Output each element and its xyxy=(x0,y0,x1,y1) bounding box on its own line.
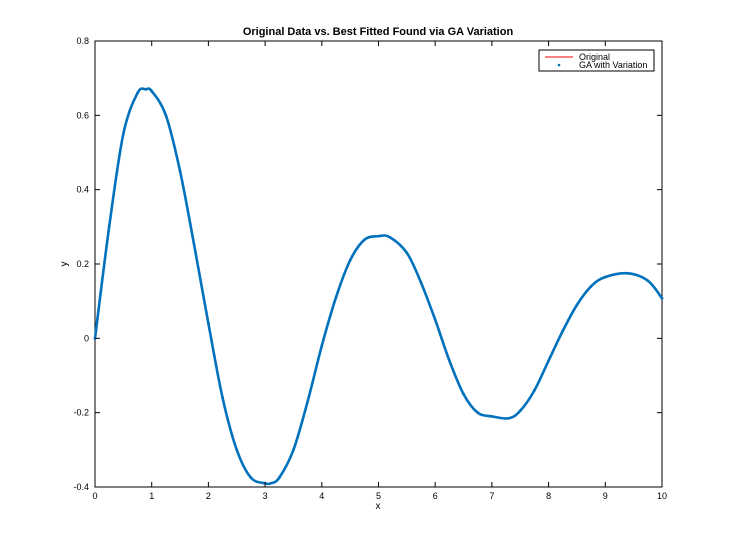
legend-swatch-ga xyxy=(557,63,561,67)
x-tick-label: 10 xyxy=(657,491,667,501)
chart-title: Original Data vs. Best Fitted Found via … xyxy=(243,26,514,38)
data-point xyxy=(660,296,664,300)
x-tick-label: 9 xyxy=(603,491,608,501)
data-point xyxy=(533,388,536,392)
x-tick-label: 5 xyxy=(376,491,381,501)
x-tick-label: 8 xyxy=(546,491,551,501)
series-layer xyxy=(93,87,664,486)
data-point xyxy=(646,279,650,283)
data-point xyxy=(334,296,338,299)
y-tick-label: -0.4 xyxy=(73,482,89,492)
y-tick-label: 0.6 xyxy=(76,110,89,120)
data-point xyxy=(121,132,125,136)
x-tick-label: 7 xyxy=(489,491,494,501)
data-point xyxy=(277,476,281,480)
y-tick-label: 0.2 xyxy=(76,259,89,269)
data-point xyxy=(207,322,210,325)
y-tick-label: -0.2 xyxy=(73,408,89,418)
data-point xyxy=(476,411,480,415)
data-point xyxy=(348,258,352,262)
legend-box xyxy=(538,49,655,72)
data-point xyxy=(447,359,451,363)
data-point xyxy=(547,359,550,363)
y-tick-label: 0.4 xyxy=(76,185,89,195)
axes-layer: 0 1 2 3 4 5 6 7 8 9 10 -0.4 -0.2 0 0.2 0.4 0.6 0.8 xyxy=(73,36,667,501)
x-tick-label: 0 xyxy=(92,491,97,501)
data-point xyxy=(589,284,593,288)
data-point xyxy=(107,225,111,229)
data-point xyxy=(419,281,423,284)
data-point xyxy=(575,303,579,307)
x-tick-label: 3 xyxy=(263,491,268,501)
plot-area xyxy=(94,40,663,488)
y-axis-label: y xyxy=(59,262,70,267)
data-point xyxy=(377,234,380,238)
x-tick-label: 1 xyxy=(149,491,154,501)
data-point xyxy=(221,396,224,400)
data-point xyxy=(136,91,139,95)
legend-label: GA with Variation xyxy=(579,60,647,70)
x-axis-label: x xyxy=(376,501,381,512)
y-tick-label: 0.8 xyxy=(76,36,89,46)
data-point xyxy=(561,329,565,333)
x-tick-label: 2 xyxy=(206,491,211,501)
data-point xyxy=(269,481,273,485)
data-point xyxy=(603,275,607,279)
data-point xyxy=(490,414,494,418)
plot-frame xyxy=(94,40,663,488)
data-point xyxy=(178,169,182,173)
legend-label: Original xyxy=(579,52,610,62)
x-tick-label: 6 xyxy=(433,491,438,501)
y-tick-label: 0 xyxy=(84,333,89,343)
data-point xyxy=(433,318,437,322)
data-point xyxy=(292,448,295,452)
data-point xyxy=(507,416,511,420)
data-point xyxy=(144,87,148,91)
data-point xyxy=(306,400,310,403)
data-point xyxy=(362,238,366,242)
data-point xyxy=(462,392,465,396)
data-point xyxy=(388,235,392,239)
data-point xyxy=(235,448,239,452)
data-point xyxy=(249,476,253,480)
data-point xyxy=(405,251,409,255)
data-point xyxy=(518,409,522,413)
x-tick-label: 4 xyxy=(319,491,324,501)
data-point xyxy=(164,113,168,117)
data-point xyxy=(320,344,324,348)
data-point xyxy=(626,271,630,275)
data-point xyxy=(150,89,154,93)
data-point xyxy=(192,244,196,247)
